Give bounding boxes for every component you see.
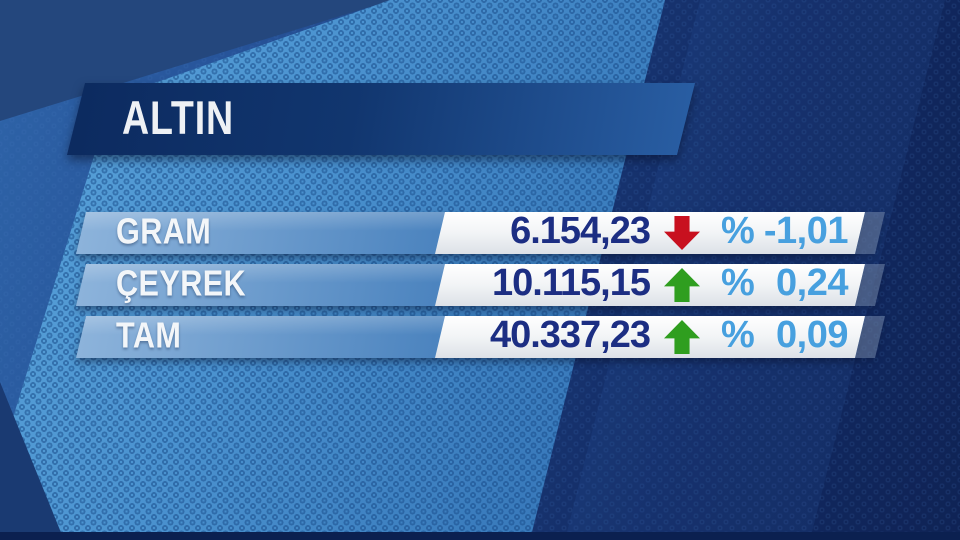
percent-change: 0,09	[776, 313, 848, 356]
price-row-tam: TAM 40.337,23 % 0,09	[70, 313, 885, 358]
row-value-box	[435, 264, 865, 306]
percent-symbol: %	[721, 209, 755, 252]
row-label: ÇEYREK	[116, 262, 247, 304]
percent-change: 0,24	[776, 261, 848, 304]
percent-symbol: %	[721, 261, 755, 304]
bottom-edge-strip	[0, 532, 960, 540]
title-bar: ALTIN	[65, 83, 705, 155]
percent-change: -1,01	[763, 209, 849, 252]
price-value: 6.154,23	[510, 209, 651, 252]
price-value: 40.337,23	[489, 313, 651, 356]
price-value: 10.115,15	[492, 261, 651, 304]
title-bar-background	[67, 83, 695, 155]
row-label: TAM	[116, 314, 182, 356]
price-row-ceyrek: ÇEYREK 10.115,15 % 0,24	[70, 261, 885, 306]
percent-symbol: %	[721, 313, 755, 356]
price-row-gram: GRAM 6.154,23 % -1,01	[70, 209, 885, 254]
row-label: GRAM	[116, 210, 212, 252]
row-value-box	[435, 316, 865, 358]
row-value-box	[435, 212, 865, 254]
panel-title: ALTIN	[122, 90, 234, 144]
